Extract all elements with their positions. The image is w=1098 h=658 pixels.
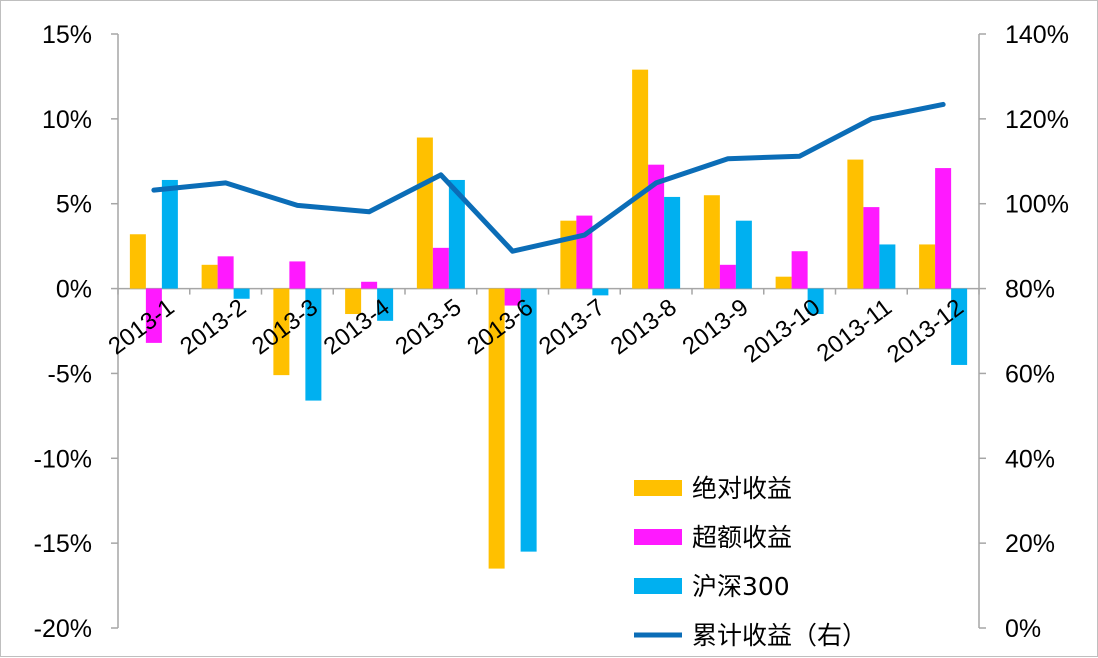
x-category-label: 2013-7: [534, 294, 610, 361]
bar-1-2013-2: [201, 264, 218, 289]
bar-2-2013-12: [935, 168, 952, 289]
bar-1-2013-9: [703, 195, 720, 289]
line-cumulative-return: [151, 101, 946, 254]
legend-label-2: 超额收益: [692, 523, 792, 552]
legend-swatch-3: [634, 578, 682, 594]
bar-3-2013-4: [377, 288, 394, 321]
bar-3-2013-6: [520, 288, 537, 552]
bar-1-2013-1: [129, 234, 146, 289]
bar-2-2013-5: [432, 247, 449, 289]
bar-3-2013-9: [735, 220, 752, 289]
x-category-label: 2013-11: [812, 294, 897, 367]
x-category-label: 2013-10: [739, 294, 826, 369]
bar-3-2013-2: [233, 288, 250, 299]
legend-swatch-2: [634, 529, 682, 545]
bar-3-2013-8: [664, 196, 681, 289]
y-left-tick-label: -20%: [34, 615, 92, 643]
y-right-tick-label: 0%: [1005, 615, 1041, 643]
bar-1-2013-12: [919, 244, 936, 289]
bar-1-2013-7: [560, 220, 577, 289]
bar-3-2013-10: [807, 288, 824, 315]
y-right-tick-label: 60%: [1005, 360, 1055, 388]
bar-1-2013-11: [847, 159, 864, 289]
bar-2-2013-6: [504, 288, 521, 306]
y-right-tick-label: 80%: [1005, 276, 1055, 304]
y-left-tick-label: -5%: [48, 360, 92, 388]
bar-1-2013-10: [775, 276, 792, 289]
y-left-tick-label: 5%: [56, 191, 92, 219]
bar-1-2013-4: [345, 288, 362, 315]
axes-group: -20% -15% -10% -5% 0% 5% 10% 15% 0% 20% 40% 60% 80% 1…: [34, 21, 1069, 643]
legend-label-3: 沪深300: [692, 572, 790, 601]
y-left-tick-label: 0%: [56, 276, 92, 304]
bar-3-2013-12: [951, 288, 968, 365]
y-right-tick-label: 100%: [1005, 191, 1069, 219]
bar-3-2013-5: [448, 179, 465, 289]
bar-3-2013-3: [305, 288, 322, 401]
y-left-tick-label: 15%: [42, 21, 92, 49]
bar-2-2013-3: [289, 261, 306, 289]
x-category-label: 2013-8: [606, 294, 682, 361]
legend-label-4: 累计收益（右）: [692, 621, 867, 650]
bar-1-2013-6: [488, 288, 505, 569]
y-right-tick-label: 120%: [1005, 106, 1069, 134]
bar-2-2013-4: [361, 281, 378, 289]
legend-label-1: 绝对收益: [692, 474, 792, 503]
bar-2-2013-1: [145, 288, 162, 343]
bars-group: [129, 69, 968, 569]
bar-2-2013-9: [719, 264, 736, 289]
bar-1-2013-3: [273, 288, 290, 376]
y-left-tick-label: -15%: [34, 530, 92, 558]
x-category-label: 2013-5: [391, 294, 467, 361]
y-left-tick-label: -10%: [34, 445, 92, 473]
bar-3-2013-11: [879, 244, 896, 289]
y-right-tick-label: 20%: [1005, 530, 1055, 558]
bar-2-2013-2: [217, 256, 234, 289]
bar-3-2013-7: [592, 288, 609, 296]
y-right-tick-label: 40%: [1005, 445, 1055, 473]
bar-2-2013-11: [863, 207, 880, 289]
bar-2-2013-10: [791, 251, 808, 289]
x-category-label: 2013-1: [104, 294, 180, 361]
line-group: [151, 101, 946, 254]
bar-1-2013-5: [416, 137, 433, 289]
bar-2-2013-8: [648, 164, 665, 289]
bar-3-2013-1: [161, 179, 178, 289]
bar-2-2013-7: [576, 215, 593, 289]
x-category-label: 2013-2: [175, 294, 251, 361]
y-left-tick-label: 10%: [42, 106, 92, 134]
legend-swatch-1: [634, 480, 682, 496]
y-right-tick-label: 140%: [1005, 21, 1069, 49]
bar-1-2013-8: [632, 69, 649, 289]
